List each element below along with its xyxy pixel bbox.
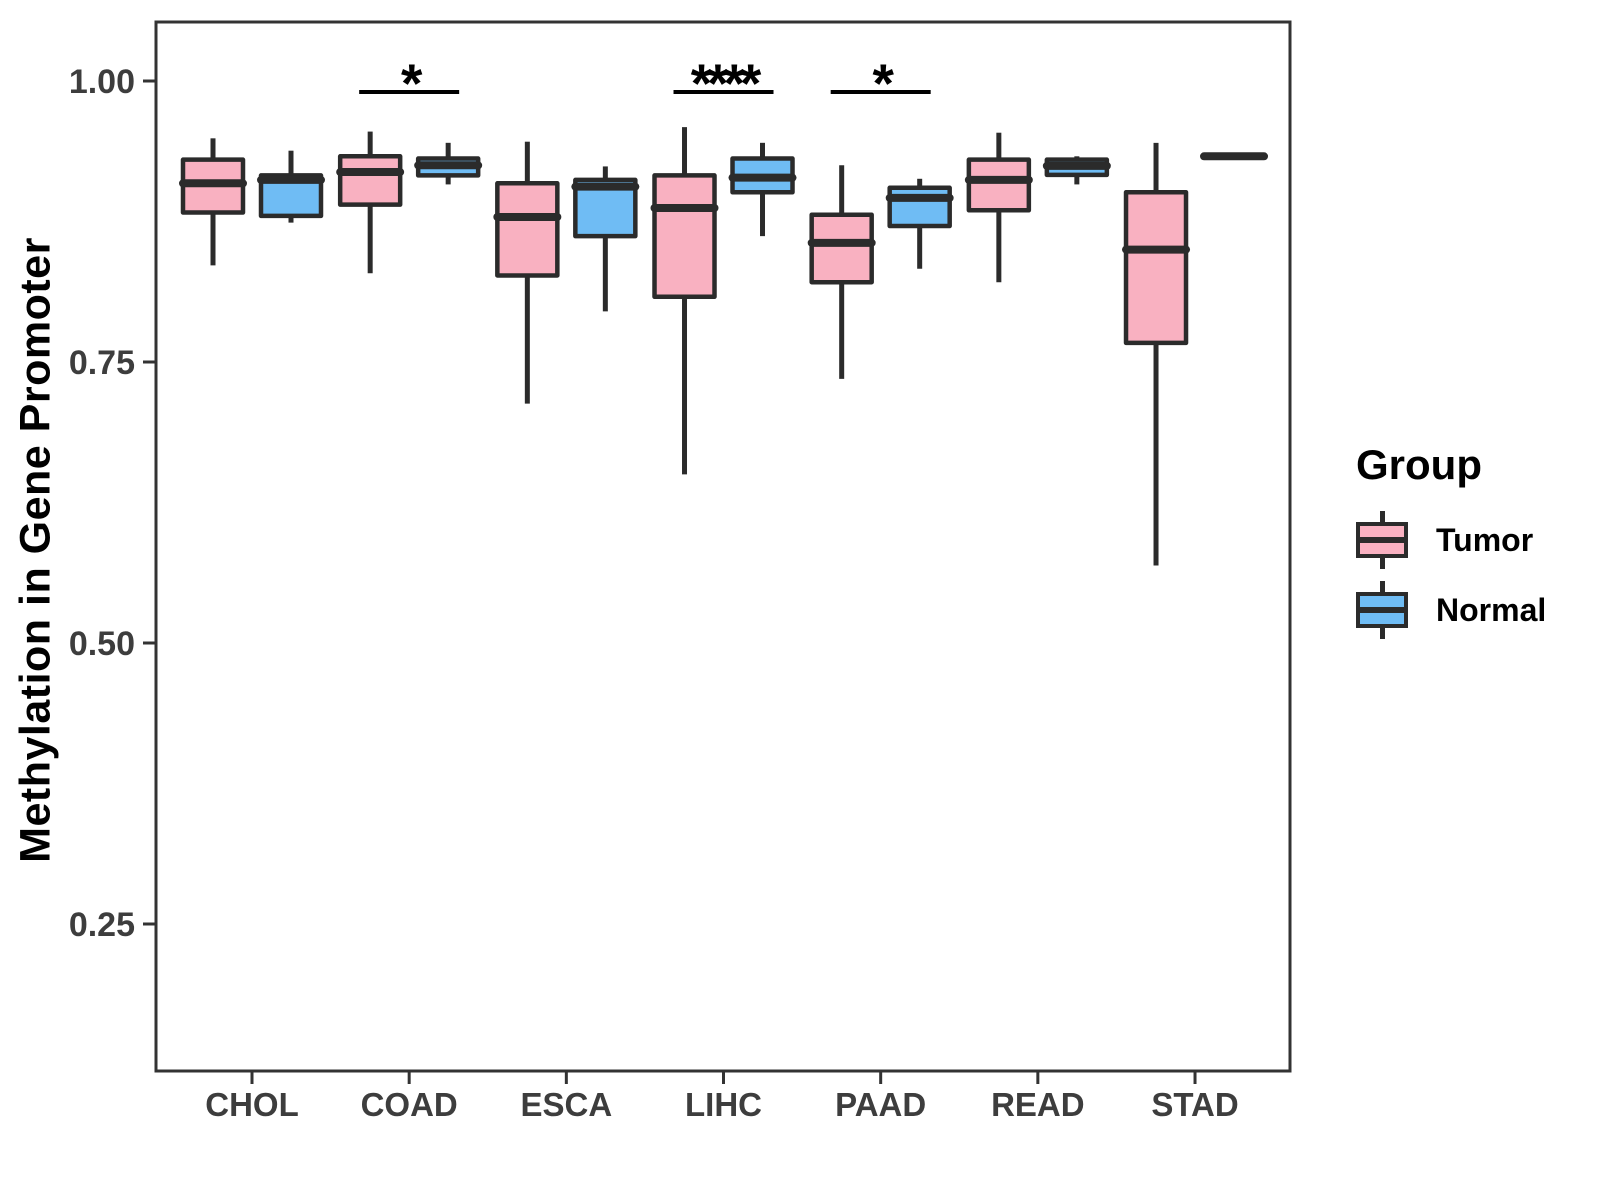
box-tumor-paad bbox=[809, 212, 874, 285]
y-tick-label: 0.50 bbox=[69, 625, 135, 663]
key-whisker-top bbox=[1379, 511, 1385, 522]
normal-key-box bbox=[1356, 592, 1408, 628]
legend-label-normal: Normal bbox=[1436, 591, 1547, 628]
legend: Group Tumor Normal bbox=[1356, 441, 1546, 651]
key-whisker-bottom bbox=[1379, 628, 1385, 639]
x-tick-label-read: READ bbox=[991, 1086, 1085, 1123]
box-tumor-coad bbox=[337, 154, 403, 207]
tumor-boxplot-key-icon bbox=[1356, 511, 1408, 569]
y-tick-label: 0.75 bbox=[69, 344, 135, 382]
key-median-line bbox=[1360, 607, 1404, 613]
x-tick-label-stad: STAD bbox=[1151, 1086, 1238, 1123]
box-tumor-read bbox=[966, 157, 1032, 213]
x-tick-label-chol: CHOL bbox=[205, 1086, 299, 1123]
x-tick-label-lihc: LIHC bbox=[685, 1086, 762, 1123]
box-tumor-stad bbox=[1123, 190, 1189, 346]
x-tick-label-esca: ESCA bbox=[520, 1086, 612, 1123]
key-whisker-bottom bbox=[1379, 558, 1385, 569]
x-tick-label-coad: COAD bbox=[361, 1086, 458, 1123]
y-axis-title: Methylation in Gene Promoter bbox=[11, 237, 60, 863]
legend-title: Group bbox=[1356, 441, 1482, 488]
box-tumor-esca bbox=[495, 181, 560, 278]
legend-item-tumor: Tumor bbox=[1356, 511, 1546, 569]
key-whisker-top bbox=[1379, 581, 1385, 592]
plot-panel bbox=[154, 20, 1292, 1073]
box-normal-paad bbox=[887, 185, 952, 229]
key-median-line bbox=[1360, 537, 1404, 543]
tumor-key-box bbox=[1356, 522, 1408, 558]
legend-label-tumor: Tumor bbox=[1436, 521, 1534, 558]
y-tick-label: 1.00 bbox=[69, 63, 135, 101]
significance-stars-lihc: **** bbox=[691, 52, 762, 114]
x-tick-label-paad: PAAD bbox=[835, 1086, 926, 1123]
normal-boxplot-key-icon bbox=[1356, 581, 1408, 639]
legend-item-normal: Normal bbox=[1356, 581, 1546, 639]
y-tick-label: 0.25 bbox=[69, 906, 135, 944]
box-tumor-lihc bbox=[652, 173, 717, 300]
